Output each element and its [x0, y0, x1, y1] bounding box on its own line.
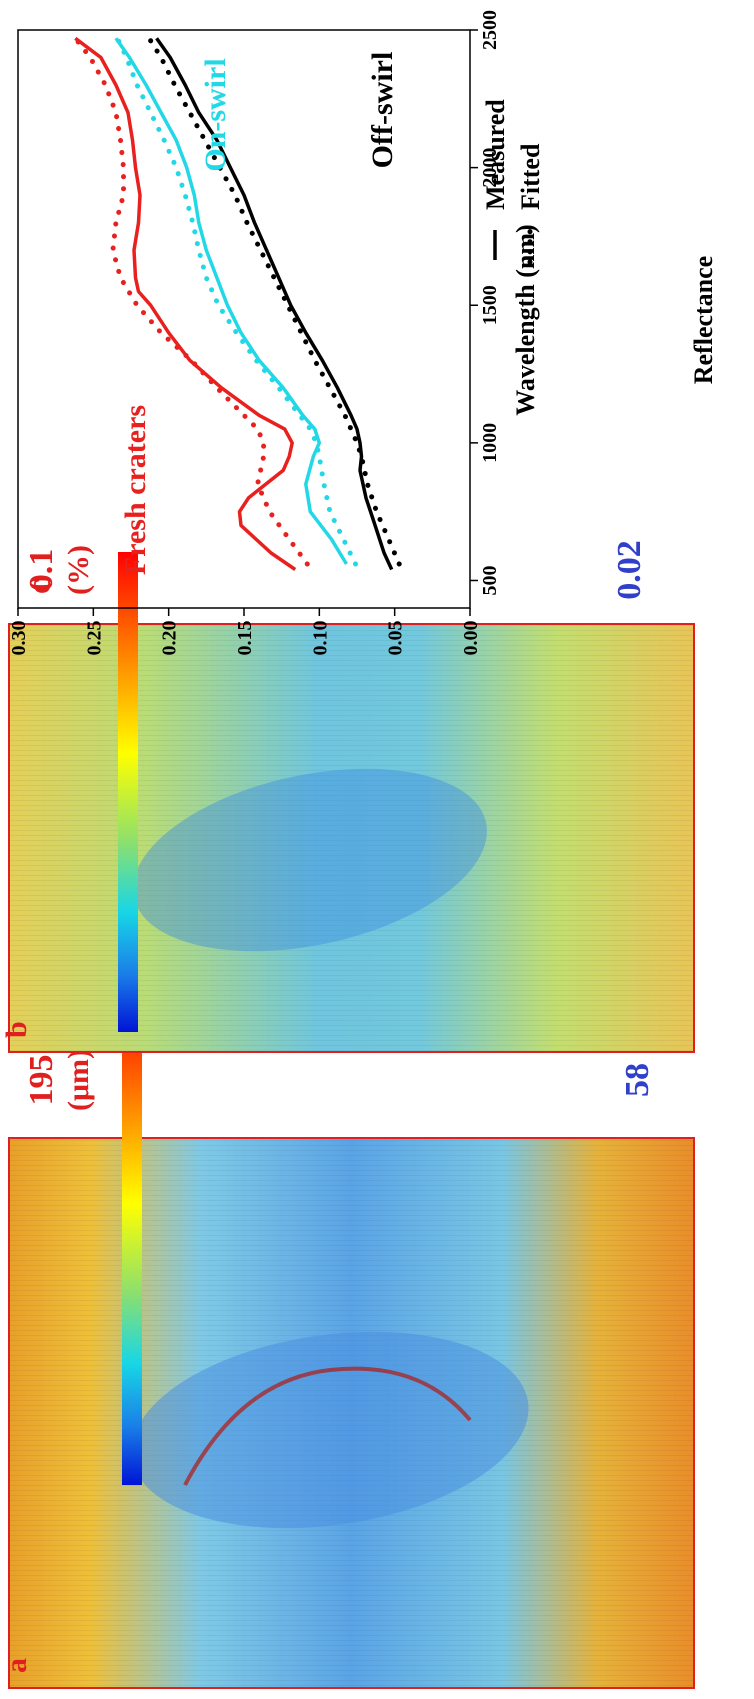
colorbar-a-max-label: 195: [23, 1055, 60, 1106]
panel-a-letter: a: [0, 1658, 33, 1673]
x-tick-label: 2500: [479, 10, 501, 50]
x-tick-label: 1500: [479, 285, 501, 325]
panel-c-letter: c: [21, 579, 58, 594]
panel-b-letter: b: [0, 1021, 33, 1038]
panel-a-swirl-feature: [131, 1331, 529, 1529]
x-tick-label: 2000: [479, 148, 501, 188]
series-group: [72, 35, 402, 571]
plot-area-frame: [17, 29, 471, 609]
y-tick-label: 0.15: [234, 621, 256, 656]
x-axis-ticks: 500 1000 1500 2000 2500: [470, 10, 501, 595]
colorbar-b-gradient: [118, 552, 138, 1032]
legend: Measured Fitted: [481, 99, 545, 265]
series-fresh-craters-fitted: [72, 35, 310, 567]
y-tick-label: 0.20: [159, 621, 181, 656]
panel-b: b: [0, 623, 695, 1053]
y-tick-label: 0.05: [385, 621, 407, 656]
panel-b-swirl-feature: [133, 768, 487, 952]
panel-a: a: [0, 1137, 695, 1689]
colorbar-b-min-label: 0.02: [611, 540, 648, 600]
colorbar-b-unit-label: (%): [62, 545, 95, 595]
reflectance-chart: 500 1000 1500 2000 2500 0.00 0.05 0.10 0.15 0.20…: [8, 10, 718, 656]
colorbar-a-unit-label: (μm): [62, 1049, 95, 1111]
y-tick-label: 0.00: [460, 621, 482, 656]
y-axis-ticks: 0.00 0.05 0.10 0.15 0.20 0.25 0.30: [8, 608, 482, 656]
y-tick-label: 0.30: [8, 621, 30, 656]
panel-b-frame: [8, 623, 695, 1053]
x-tick-label: 1000: [479, 423, 501, 463]
series-fresh-craters-measured: [74, 36, 297, 571]
x-tick-label: 500: [479, 565, 501, 595]
y-tick-label: 0.10: [309, 621, 331, 656]
legend-measured-label: Measured: [481, 99, 510, 210]
colorbar-a-gradient: [122, 1000, 142, 1485]
series-off-swirl-measured: [155, 37, 394, 571]
y-axis-label: Reflectance: [689, 256, 718, 384]
series-on-swirl-fitted: [114, 35, 358, 567]
panel-a-frame: [8, 1137, 695, 1689]
colorbar-b: 0.1 (%) 0.02: [23, 540, 648, 1032]
series-label-off-swirl: Off-swirl: [366, 52, 399, 169]
y-tick-label: 0.25: [83, 621, 105, 656]
series-label-on-swirl: On-swirl: [199, 58, 232, 171]
panel-a-bright-ridge: [183, 1366, 472, 1486]
colorbar-b-max-label: 0.1: [23, 549, 60, 592]
series-label-fresh-craters: Fresh craters: [119, 405, 152, 575]
colorbar-a-min-label: 58: [619, 1063, 656, 1097]
x-axis-label: Wavelength (nm): [511, 224, 540, 415]
series-on-swirl-measured: [114, 37, 348, 565]
legend-fitted-label: Fitted: [516, 143, 545, 210]
series-off-swirl-fitted: [146, 35, 402, 567]
colorbar-a: 195 (μm) 58: [23, 1000, 656, 1485]
